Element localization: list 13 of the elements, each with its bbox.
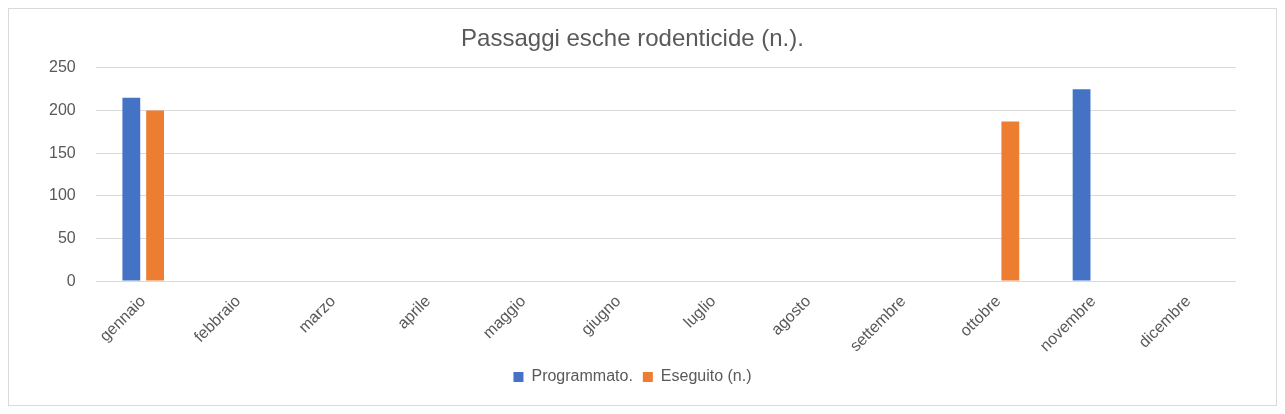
bar bbox=[1001, 121, 1020, 281]
y-tick-label: 100 bbox=[48, 186, 76, 204]
y-tick-label: 250 bbox=[48, 58, 76, 76]
bar bbox=[1072, 89, 1091, 281]
y-tick-label: 200 bbox=[48, 100, 76, 118]
y-tick-label: 0 bbox=[66, 271, 76, 289]
legend-label: Programmato. bbox=[531, 367, 633, 385]
y-tick-label: 150 bbox=[48, 143, 76, 161]
bar bbox=[146, 110, 164, 281]
legend-label: Eseguito (n.) bbox=[660, 367, 752, 385]
bar bbox=[122, 97, 141, 281]
chart-title: Passaggi esche rodenticide (n.). bbox=[461, 24, 804, 52]
y-tick-label: 50 bbox=[57, 228, 76, 246]
